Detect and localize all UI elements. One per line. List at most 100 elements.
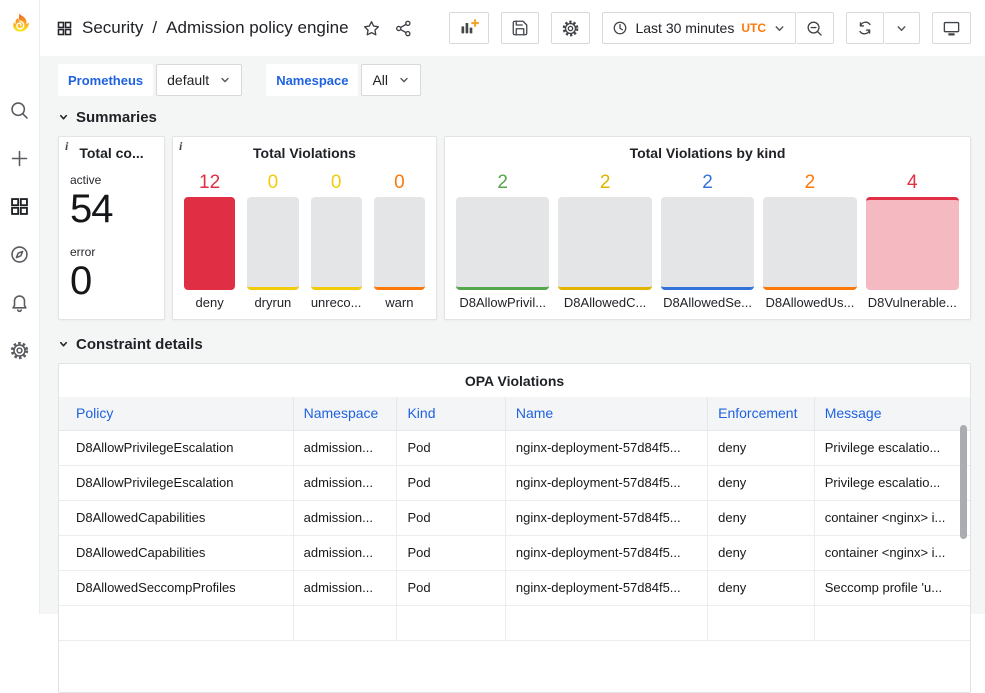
bar-value: 12 [199,172,221,193]
search-icon[interactable] [8,98,32,122]
cell-namespace: admission... [292,464,398,501]
cell-enforcement: deny [707,499,815,536]
dashboard-settings-button[interactable] [551,12,591,44]
cell-namespace: admission... [292,429,398,466]
table-row: D8AllowedSeccompProfiles admission... Po… [59,569,970,606]
share-icon[interactable] [394,19,413,38]
chevron-down-icon [400,77,408,83]
table-row: D8AllowPrivilegeEscalation admission... … [59,464,970,501]
alerting-bell-icon[interactable] [8,290,32,314]
column-header-name[interactable]: Name [504,397,709,431]
clock-icon [612,20,628,36]
time-range-picker[interactable]: Last 30 minutes UTC [602,12,796,44]
panel-title[interactable]: Total co... [79,145,144,161]
variable-value-dropdown[interactable]: default [156,64,243,96]
refresh-button[interactable] [846,12,884,44]
bar [373,197,425,290]
bar-value: 0 [330,172,342,193]
stat-value: 54 [70,187,114,231]
cell-message: Seccomp profile 'u... [813,569,970,606]
column-header-message[interactable]: Message [813,397,970,431]
panel-info-icon[interactable]: i [65,139,69,153]
add-panel-button[interactable] [449,12,490,44]
column-header-kind[interactable]: Kind [396,397,506,431]
variable-prometheus: Prometheus default [58,64,243,96]
chevron-down-icon [58,339,69,350]
bar [763,197,857,290]
cell-name: nginx-deployment-57d84f5... [504,534,709,571]
cell-message: container <nginx> i... [813,534,970,571]
stat-body: active 54 error 0 [59,165,164,302]
cell-name: nginx-deployment-57d84f5... [504,464,709,501]
cell-kind: Pod [396,499,506,536]
bar-value: 0 [267,172,279,193]
panel-title[interactable]: Total Violations by kind [629,145,786,161]
cell-name: nginx-deployment-57d84f5... [504,499,709,536]
panel-title[interactable]: Total Violations [253,145,356,161]
bar-column-allowedcapabilities: 2 D8AllowedC... [558,171,652,311]
timezone-label: UTC [741,21,766,35]
variable-namespace: Namespace All [266,64,422,96]
section-constraint-details[interactable]: Constraint details [58,336,971,353]
bar [865,197,960,290]
variables-row: Prometheus default Namespace All [58,64,971,96]
page-title: Admission policy engine [166,18,349,37]
cell-enforcement: deny [707,534,815,571]
table-row: D8AllowedCapabilities admission... Pod n… [59,499,970,536]
panel-info-icon[interactable]: i [179,139,183,153]
column-header-enforcement[interactable]: Enforcement [707,397,815,431]
cell-policy: D8AllowedCapabilities [59,499,294,536]
star-icon[interactable] [362,19,381,38]
save-dashboard-button[interactable] [501,12,540,44]
cell-name: nginx-deployment-57d84f5... [504,429,709,466]
zoom-out-time-button[interactable] [796,12,834,44]
variable-label: Prometheus [58,64,154,96]
cell-namespace: admission... [292,499,398,536]
bar-value: 2 [599,172,611,193]
variable-value-dropdown[interactable]: All [361,64,422,96]
column-header-namespace[interactable]: Namespace [292,397,398,431]
grafana-logo-icon[interactable] [6,11,33,38]
cell-kind: Pod [396,569,506,606]
bar-label: D8AllowedC... [563,295,647,310]
kiosk-mode-button[interactable] [932,12,971,44]
cell-namespace: admission... [292,569,398,606]
bar [310,197,362,290]
variable-selected-value: All [372,72,389,88]
table-row: D8AllowedCapabilities admission... Pod n… [59,534,970,571]
bar [660,197,755,290]
stat-label: error [70,245,96,259]
bar-label: warn [385,295,414,310]
bar-label: dryrun [254,295,292,310]
dashboards-grid-icon[interactable] [8,194,32,218]
column-header-policy[interactable]: Policy [59,397,294,431]
refresh-controls [846,12,920,44]
cell-message: Privilege escalatio... [813,429,970,466]
refresh-interval-dropdown[interactable] [884,12,920,44]
cell-message: container <nginx> i... [813,499,970,536]
cell-enforcement: deny [707,429,815,466]
dashboard-header: Security / Admission policy engine [40,0,985,56]
bar-value: 2 [702,172,713,193]
panel-title[interactable]: OPA Violations [464,373,565,389]
create-plus-icon[interactable] [8,146,32,170]
cell-enforcement: deny [707,569,815,606]
configuration-gear-icon[interactable] [8,338,32,362]
bar [184,197,236,290]
cell-policy: D8AllowedSeccompProfiles [59,569,294,606]
bar-label: D8AllowPrivil... [459,295,547,310]
cell-policy: D8AllowPrivilegeEscalation [59,429,294,466]
cell-name: nginx-deployment-57d84f5... [504,569,709,606]
bar [456,197,550,290]
dashboard-content: Prometheus default Namespace All Summari… [40,56,985,693]
table-scrollbar-thumb[interactable] [960,425,967,539]
stat-value: 0 [70,259,92,303]
cell-kind: Pod [396,464,506,501]
breadcrumb-section[interactable]: Security [82,18,144,37]
opa-violations-table: Policy Namespace Kind Name Enforcement M… [59,397,970,641]
explore-compass-icon[interactable] [8,242,32,266]
summaries-panels-row: i Total co... active 54 error 0 i Total … [58,136,971,320]
bar-column-warn: 0 warn [373,171,425,311]
section-summaries[interactable]: Summaries [58,109,971,126]
table-row: D8AllowPrivilegeEscalation admission... … [59,429,970,466]
